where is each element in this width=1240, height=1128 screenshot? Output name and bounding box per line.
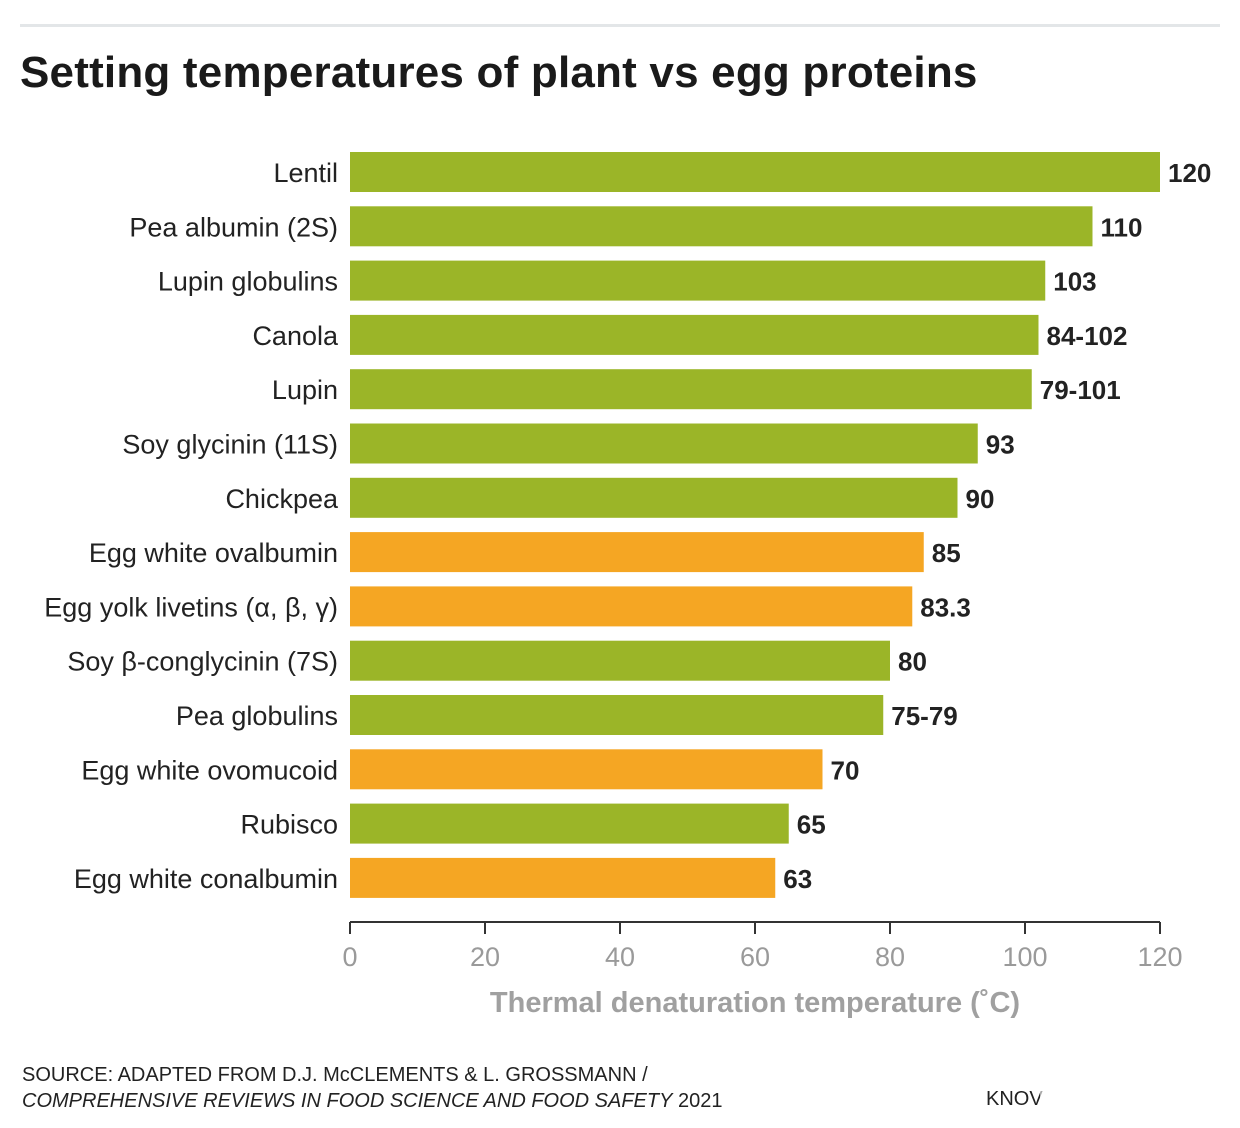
value-label: 75-79 bbox=[891, 701, 958, 731]
bar-10 bbox=[350, 695, 884, 735]
source-note: SOURCE: ADAPTED FROM D.J. McCLEMENTS & L… bbox=[22, 1062, 723, 1114]
category-label: Lupin bbox=[272, 375, 338, 405]
bar-12 bbox=[350, 803, 789, 844]
x-tick-label: 60 bbox=[740, 942, 770, 972]
category-label: Egg yolk livetins (α, β, γ) bbox=[44, 592, 338, 622]
bars-group: Lentil 120 Pea albumin (2S) 110 Lupin globul… bbox=[44, 152, 1211, 898]
x-tick-label: 120 bbox=[1137, 942, 1182, 972]
bar-4 bbox=[350, 369, 1032, 410]
x-tick-label: 80 bbox=[875, 942, 905, 972]
category-label: Egg white conalbumin bbox=[74, 864, 338, 894]
x-tick-label: 40 bbox=[605, 942, 635, 972]
source-line-2: COMPREHENSIVE REVIEWS IN FOOD SCIENCE AN… bbox=[22, 1088, 723, 1114]
category-label: Soy β-conglycinin (7S) bbox=[67, 647, 338, 677]
value-label: 63 bbox=[783, 864, 812, 894]
bar-2 bbox=[350, 260, 1046, 301]
category-label: Pea globulins bbox=[176, 701, 338, 731]
category-label: Lentil bbox=[273, 158, 338, 188]
top-rule bbox=[20, 24, 1220, 27]
value-label: 65 bbox=[797, 810, 826, 840]
bar-13 bbox=[350, 857, 776, 898]
brand-logo: KNOV bbox=[986, 1088, 1043, 1110]
value-label: 83.3 bbox=[920, 592, 971, 622]
bar-7 bbox=[350, 532, 924, 573]
value-label: 93 bbox=[986, 430, 1015, 460]
value-label: 103 bbox=[1053, 267, 1096, 297]
bar-3 bbox=[350, 314, 1039, 355]
category-label: Egg white ovomucoid bbox=[81, 755, 338, 785]
bar-5 bbox=[350, 423, 978, 464]
bar-9 bbox=[350, 640, 890, 681]
value-label: 79-101 bbox=[1040, 375, 1121, 405]
category-label: Rubisco bbox=[240, 810, 338, 840]
value-label: 90 bbox=[966, 484, 995, 514]
source-journal: COMPREHENSIVE REVIEWS IN FOOD SCIENCE AN… bbox=[22, 1090, 673, 1112]
bar-chart: Lentil 120 Pea albumin (2S) 110 Lupin globul… bbox=[44, 152, 1211, 1019]
value-label: 110 bbox=[1101, 212, 1143, 242]
value-label: 85 bbox=[932, 538, 961, 568]
source-year: 2021 bbox=[672, 1090, 723, 1112]
chart-title: Setting temperatures of plant vs egg pro… bbox=[20, 48, 978, 97]
category-label: Soy glycinin (11S) bbox=[122, 430, 338, 460]
x-axis-label: Thermal denaturation temperature (˚C) bbox=[490, 987, 1020, 1019]
bar-1 bbox=[350, 206, 1093, 247]
x-axis: 0 20 40 60 80 100 120 bbox=[342, 921, 1183, 972]
category-label: Chickpea bbox=[225, 484, 339, 514]
category-label: Pea albumin (2S) bbox=[129, 212, 338, 242]
source-line-1: SOURCE: ADAPTED FROM D.J. McCLEMENTS & L… bbox=[22, 1064, 648, 1086]
value-label: 70 bbox=[831, 755, 860, 785]
category-label: Egg white ovalbumin bbox=[89, 538, 338, 568]
value-label: 80 bbox=[898, 647, 927, 677]
x-tick-label: 20 bbox=[470, 942, 500, 972]
value-label: 84-102 bbox=[1047, 321, 1128, 351]
bar-11 bbox=[350, 749, 823, 790]
x-tick-label: 100 bbox=[1002, 942, 1047, 972]
bar-6 bbox=[350, 477, 958, 518]
x-tick-label: 0 bbox=[342, 942, 357, 972]
bar-0 bbox=[350, 152, 1160, 192]
bar-8 bbox=[350, 586, 913, 627]
category-label: Lupin globulins bbox=[158, 267, 338, 297]
category-label: Canola bbox=[252, 321, 339, 351]
brand-fade bbox=[1040, 1088, 1170, 1114]
value-label: 120 bbox=[1168, 158, 1211, 188]
